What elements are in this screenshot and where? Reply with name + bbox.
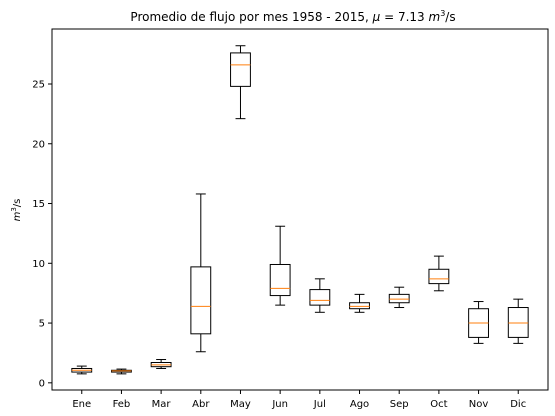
title-mu: μ (372, 10, 381, 24)
box-iqr (349, 302, 370, 310)
x-tick-label: Jun (271, 399, 288, 410)
y-tick-label: 5 (39, 319, 45, 330)
x-tick-label: May (230, 399, 251, 410)
x-tick-label: Dic (510, 399, 526, 410)
y-tick-label: 0 (39, 378, 45, 389)
y-tick-label: 10 (32, 259, 45, 270)
box-iqr (428, 268, 450, 285)
y-tick-label: 15 (32, 199, 45, 210)
box-iqr (388, 293, 410, 304)
plot-frame (51, 28, 549, 391)
y-tick-label: 20 (32, 139, 45, 150)
box-iqr (507, 307, 529, 338)
plot-area: 0 5 10 15 20 25 Ene Feb Mar Abr May Jun Jul Ago Sep Oct… (32, 45, 529, 410)
x-tick-label: Mar (152, 399, 172, 410)
chart-title: Promedio de flujo por mes 1958 - 2015, μ… (130, 9, 455, 24)
x-tick-label: Oct (430, 399, 447, 410)
box-iqr (190, 266, 212, 335)
y-tick-label: 25 (32, 79, 45, 90)
x-tick-label: Feb (113, 399, 131, 410)
x-tick-label: Ene (72, 399, 91, 410)
y-axis-label: m3/s (10, 199, 23, 222)
x-tick-label: Nov (469, 399, 489, 410)
box-iqr (309, 289, 331, 306)
x-tick-label: Sep (390, 399, 409, 410)
x-tick-label: Abr (192, 399, 210, 410)
x-tick-label: Ago (350, 399, 369, 410)
title-unit: m (428, 10, 440, 24)
box-iqr (269, 263, 291, 297)
box-iqr (230, 52, 251, 87)
x-tick-label: Jul (313, 399, 326, 410)
